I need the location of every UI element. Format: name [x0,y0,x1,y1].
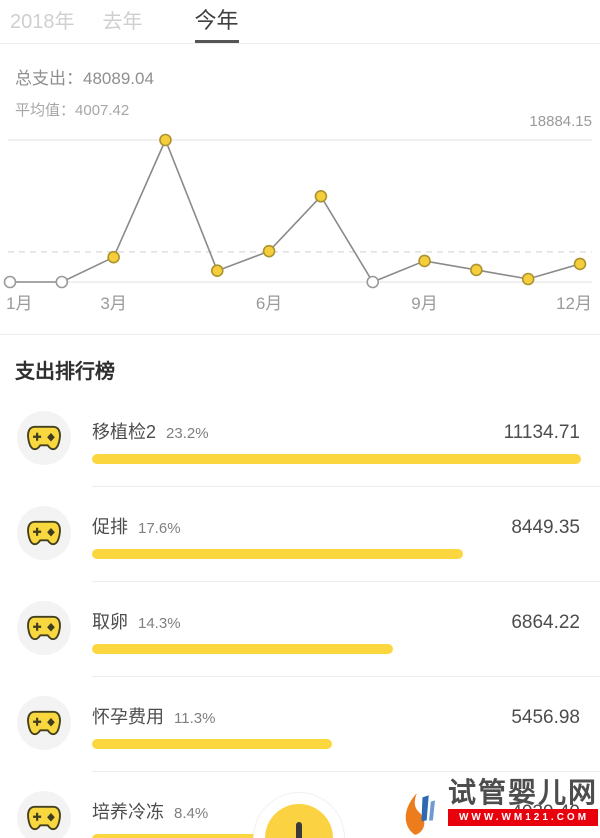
data-point-3月 [107,250,120,264]
gamepad-icon [27,615,61,641]
category-percent: 14.3% [138,615,181,632]
tab-this-year[interactable]: 今年 [194,3,239,43]
watermark-text-block: 试管婴儿网 WWW.WM121.COM [447,778,598,826]
category-bar [92,739,332,749]
tab-2018[interactable]: 2018年 [10,11,75,33]
data-point-7月 [314,189,328,203]
tab-last-year[interactable]: 去年 [102,11,143,33]
ranking-section-title: 支出排行榜 [15,361,115,383]
summary-block: 总支出：48089.04 平均值：4007.42 [15,64,154,120]
data-point-12月 [573,257,587,271]
bar-track [92,834,581,838]
chart-max-value-label: 18884.15 [529,113,592,130]
divider [0,334,600,335]
category-amount: 8449.35 [511,517,580,538]
category-percent: 8.4% [174,805,209,822]
expense-line [10,137,581,283]
average-value: 4007.42 [75,102,130,119]
x-axis-label: 12月 [556,294,592,313]
gamepad-icon [27,710,61,736]
category-name: 培养冷冻 [92,802,164,822]
watermark-site-name: 试管婴儿网 [447,778,598,809]
data-point-8月 [366,275,380,289]
divider [92,581,600,582]
gamepad-icon [27,805,61,831]
x-axis-label: 3月 [100,294,126,313]
data-point-1月 [3,275,17,289]
x-axis-label: 6月 [256,294,282,313]
watermark-logo-icon [405,793,435,835]
bar-track [92,454,581,464]
period-tab-bar: 2018年 去年 今年 [0,0,600,44]
bar-track [92,549,581,559]
category-name: 移植检2 [92,422,157,442]
plus-icon [296,822,302,838]
bar-track [92,739,581,749]
divider [92,676,600,677]
rank-row-2[interactable]: 促排 17.6% 8449.35 [0,487,600,582]
data-point-4月 [159,133,172,147]
category-bar [92,834,270,838]
category-icon-circle [17,791,71,838]
total-expense-label: 总支出： [15,69,83,88]
data-point-10月 [470,263,483,277]
category-icon-circle [17,601,71,655]
x-axis-label: 9月 [411,294,437,313]
monthly-expense-chart: 1月 3月 6月 9月 12月 [0,125,600,320]
divider [92,486,600,487]
category-icon-circle [17,696,71,750]
category-name: 促排 [92,517,128,537]
total-expense-line: 总支出：48089.04 [15,64,154,89]
category-percent: 17.6% [138,520,181,537]
gamepad-icon [27,520,61,546]
total-expense-value: 48089.04 [83,69,154,88]
data-point-6月 [262,244,276,258]
category-bar [92,644,394,654]
divider [92,771,600,772]
category-name: 怀孕费用 [92,707,164,727]
rank-row-4[interactable]: 怀孕费用 11.3% 5456.98 [0,677,600,772]
data-point-9月 [418,254,431,268]
rank-row-3[interactable]: 取卵 14.3% 6864.22 [0,582,600,677]
x-axis-label: 1月 [6,294,32,313]
category-amount: 11134.71 [503,422,580,443]
data-point-2月 [55,275,69,289]
category-bar [92,454,581,464]
average-line: 平均值：4007.42 [15,99,154,120]
rank-row-1[interactable]: 移植检2 23.2% 11134.71 [0,392,600,487]
site-watermark: 试管婴儿网 WWW.WM121.COM [402,780,598,836]
category-amount: 5456.98 [511,707,580,728]
watermark-url: WWW.WM121.COM [447,809,598,826]
category-percent: 11.3% [174,710,216,727]
bar-track [92,644,581,654]
gamepad-icon [27,425,61,451]
ranking-list: 移植检2 23.2% 11134.71 促排 17.6% 8449.35 [0,392,600,838]
category-amount: 6864.22 [511,612,580,633]
data-point-5月 [210,264,224,278]
line-chart-svg: 1月 3月 6月 9月 12月 [3,133,592,313]
category-percent: 23.2% [166,425,209,442]
average-label: 平均值： [15,102,76,119]
data-point-11月 [521,272,535,286]
category-icon-circle [17,506,71,560]
category-name: 取卵 [92,612,128,632]
category-bar [92,549,464,559]
category-icon-circle [17,411,71,465]
